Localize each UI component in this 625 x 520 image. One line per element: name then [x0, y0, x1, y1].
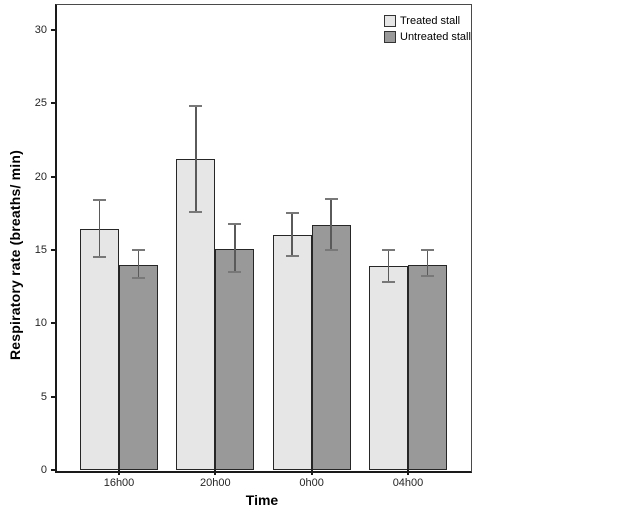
x-tick-label: 20h00 — [200, 477, 231, 489]
error-bar-cap-bottom-treated-stall-04h00 — [381, 281, 395, 284]
bar-treated-stall-16h00 — [80, 229, 119, 470]
y-tick-mark — [51, 102, 57, 105]
error-bar-cap-top-untreated-stall-04h00 — [420, 248, 434, 251]
x-tick-label: 16h00 — [103, 477, 135, 489]
error-bar-line-treated-stall-20h00 — [195, 106, 197, 212]
error-bar-cap-bottom-untreated-stall-16h00 — [132, 276, 145, 279]
x-tick-mark — [310, 470, 313, 475]
error-bar-cap-top-treated-stall-20h00 — [189, 105, 203, 108]
bar-untreated-stall-16h00 — [119, 264, 158, 470]
y-tick-label: 10 — [34, 317, 47, 330]
error-bar-line-treated-stall-16h00 — [98, 200, 101, 258]
error-bar-cap-top-treated-stall-0h00 — [285, 212, 299, 215]
x-tick-mark — [118, 470, 120, 475]
legend-label: Untreated stall — [400, 30, 471, 43]
y-tick-mark — [51, 28, 57, 31]
error-bar-cap-top-untreated-stall-0h00 — [324, 197, 338, 200]
bar-untreated-stall-0h00 — [311, 225, 351, 470]
x-tick-label: 04h00 — [392, 477, 424, 489]
y-tick-mark — [51, 248, 57, 251]
error-bar-line-treated-stall-0h00 — [291, 213, 293, 256]
error-bar-line-treated-stall-04h00 — [387, 249, 390, 283]
y-tick-mark — [51, 469, 57, 471]
y-tick-label: 25 — [34, 97, 47, 110]
error-bar-line-untreated-stall-04h00 — [426, 249, 429, 277]
error-bar-line-untreated-stall-20h00 — [234, 223, 236, 272]
y-tick-mark — [51, 322, 57, 325]
y-tick-label: 30 — [34, 23, 47, 36]
error-bar-cap-top-untreated-stall-20h00 — [228, 222, 242, 225]
error-bar-cap-top-treated-stall-04h00 — [381, 248, 395, 251]
bar-untreated-stall-04h00 — [407, 264, 447, 470]
x-tick-mark — [406, 470, 409, 475]
error-bar-cap-bottom-treated-stall-16h00 — [93, 256, 106, 259]
y-tick-label: 0 — [40, 464, 47, 476]
error-bar-cap-bottom-untreated-stall-04h00 — [420, 275, 434, 278]
legend-item: Untreated stall — [384, 29, 471, 44]
error-bar-cap-bottom-treated-stall-20h00 — [189, 210, 203, 213]
error-bar-line-untreated-stall-0h00 — [330, 198, 332, 250]
legend-label: Treated stall — [400, 14, 461, 27]
legend-swatch-icon — [384, 30, 396, 43]
error-bar-cap-bottom-treated-stall-0h00 — [285, 254, 299, 257]
error-bar-cap-top-treated-stall-16h00 — [93, 199, 106, 202]
legend-swatch-icon — [384, 14, 396, 27]
error-bar-cap-bottom-untreated-stall-20h00 — [228, 270, 242, 273]
bar-untreated-stall-20h00 — [215, 248, 255, 470]
error-bar-cap-top-untreated-stall-16h00 — [132, 248, 145, 251]
error-bar-cap-bottom-untreated-stall-0h00 — [324, 248, 338, 251]
bar-treated-stall-04h00 — [368, 266, 408, 470]
y-tick-label: 5 — [40, 390, 47, 403]
legend: Treated stall Untreated stall — [384, 13, 471, 45]
y-tick-mark — [51, 395, 57, 398]
x-axis-title: Time — [245, 492, 279, 508]
y-tick-label: 15 — [34, 243, 47, 256]
legend-item: Treated stall — [384, 13, 471, 28]
x-tick-label: 0h00 — [299, 477, 324, 489]
plot-frame — [55, 4, 472, 473]
y-tick-mark — [51, 175, 57, 178]
x-tick-mark — [214, 470, 217, 475]
y-tick-label: 20 — [34, 170, 47, 183]
bar-treated-stall-0h00 — [272, 235, 312, 470]
error-bar-line-untreated-stall-16h00 — [137, 249, 140, 278]
